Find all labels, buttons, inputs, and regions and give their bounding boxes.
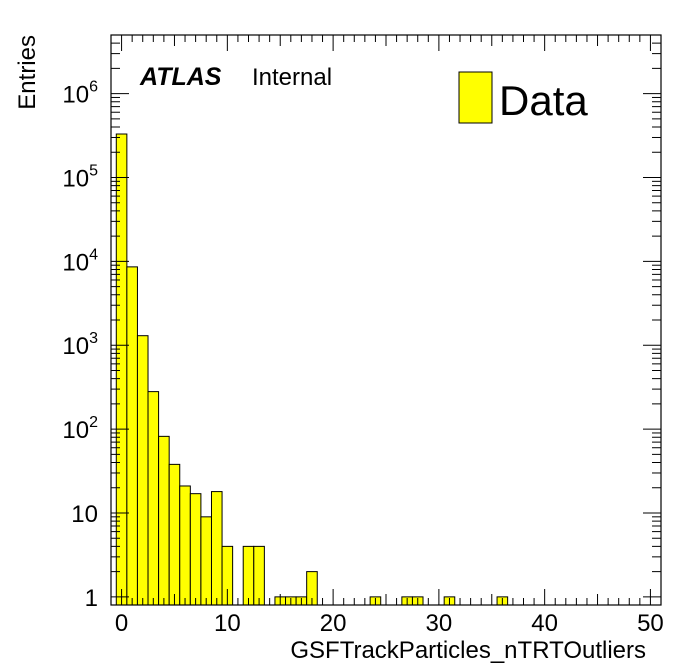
x-tick-label: 10 <box>214 610 241 637</box>
legend-label: Data <box>499 77 588 124</box>
x-tick-label: 30 <box>426 610 453 637</box>
histogram-bars <box>115 133 509 606</box>
histogram-bar <box>189 493 202 606</box>
x-tick-label: 0 <box>115 610 128 637</box>
x-tick-label: 40 <box>531 610 558 637</box>
atlas-label: ATLAS <box>139 63 222 91</box>
histogram-bar <box>242 545 255 606</box>
histogram-bar <box>200 516 212 606</box>
plot-frame <box>110 34 662 606</box>
y-tick-label: 105 <box>62 163 98 193</box>
axis-ticks <box>111 34 661 605</box>
y-tick-label: 106 <box>62 79 98 109</box>
y-tick-label: 103 <box>62 330 98 360</box>
histogram-bar <box>136 335 149 606</box>
histogram-bar <box>210 491 223 606</box>
histogram-bar <box>126 266 138 606</box>
x-tick-label: 20 <box>320 610 347 637</box>
histogram-bar <box>147 391 160 606</box>
x-axis-label: GSFTrackParticles_nTRTOutliers <box>290 637 646 664</box>
y-tick-label: 102 <box>62 414 98 444</box>
legend-swatch <box>458 71 493 124</box>
x-tick-labels: 0 10 20 30 40 50 <box>115 610 664 637</box>
histogram-bar <box>158 435 170 606</box>
status-label: Internal <box>252 64 332 91</box>
histogram-bar <box>253 545 265 606</box>
y-tick-labels: 1 10 102 103 104 105 106 <box>62 79 98 612</box>
y-axis-label: Entries <box>14 35 41 110</box>
histogram-bar <box>115 133 128 606</box>
histogram-bar <box>168 463 181 606</box>
y-tick-label: 104 <box>62 246 98 276</box>
y-tick-label: 1 <box>85 585 98 612</box>
y-tick-label: 10 <box>71 501 98 528</box>
x-tick-label: 50 <box>637 610 664 637</box>
histogram-bar <box>179 485 191 606</box>
